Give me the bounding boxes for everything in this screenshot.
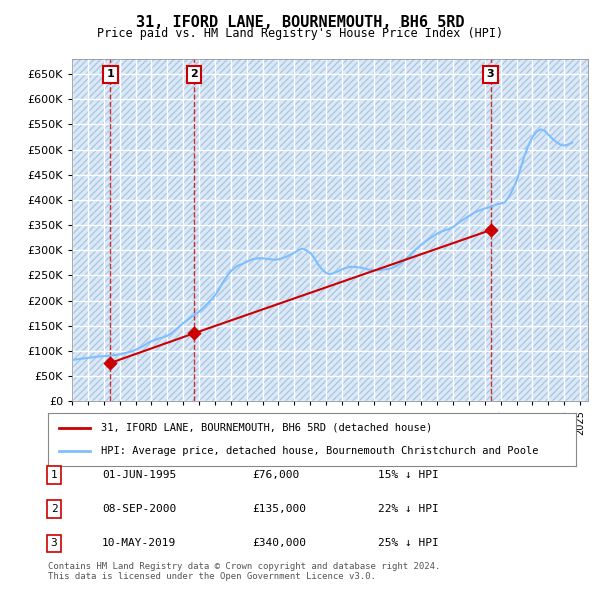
Text: HPI: Average price, detached house, Bournemouth Christchurch and Poole: HPI: Average price, detached house, Bour…: [101, 446, 538, 456]
Text: 2: 2: [50, 504, 58, 514]
Text: 25% ↓ HPI: 25% ↓ HPI: [378, 539, 439, 548]
Text: £340,000: £340,000: [252, 539, 306, 548]
Text: 15% ↓ HPI: 15% ↓ HPI: [378, 470, 439, 480]
Text: 08-SEP-2000: 08-SEP-2000: [102, 504, 176, 514]
Text: Contains HM Land Registry data © Crown copyright and database right 2024.
This d: Contains HM Land Registry data © Crown c…: [48, 562, 440, 581]
Text: Price paid vs. HM Land Registry's House Price Index (HPI): Price paid vs. HM Land Registry's House …: [97, 27, 503, 40]
Text: 10-MAY-2019: 10-MAY-2019: [102, 539, 176, 548]
Point: [486, 225, 496, 235]
Text: 3: 3: [50, 539, 58, 548]
Text: 1: 1: [50, 470, 58, 480]
Text: 31, IFORD LANE, BOURNEMOUTH, BH6 5RD (detached house): 31, IFORD LANE, BOURNEMOUTH, BH6 5RD (de…: [101, 423, 432, 433]
Text: 3: 3: [487, 69, 494, 79]
Text: £135,000: £135,000: [252, 504, 306, 514]
Point: [189, 329, 199, 338]
Text: 1: 1: [107, 69, 114, 79]
Text: £76,000: £76,000: [252, 470, 299, 480]
Point: [106, 358, 115, 368]
Text: 31, IFORD LANE, BOURNEMOUTH, BH6 5RD: 31, IFORD LANE, BOURNEMOUTH, BH6 5RD: [136, 15, 464, 30]
Text: 22% ↓ HPI: 22% ↓ HPI: [378, 504, 439, 514]
Text: 01-JUN-1995: 01-JUN-1995: [102, 470, 176, 480]
Text: 2: 2: [190, 69, 198, 79]
